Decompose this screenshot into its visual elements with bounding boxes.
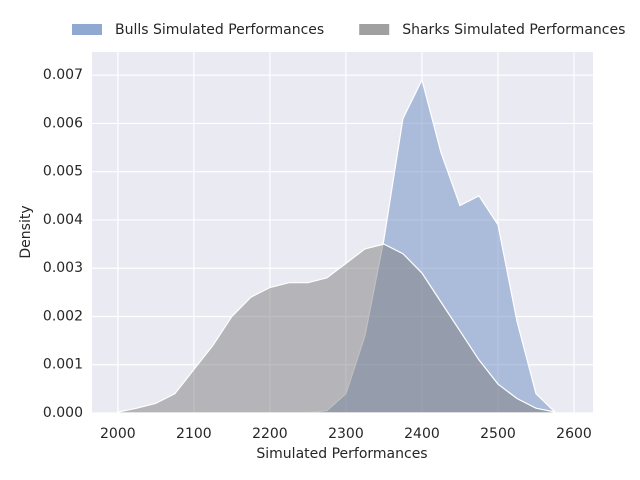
y-tick-label: 0.003 bbox=[43, 260, 83, 276]
legend-label: Bulls Simulated Performances bbox=[115, 22, 324, 38]
legend-label: Sharks Simulated Performances bbox=[402, 22, 625, 38]
x-tick-label: 2200 bbox=[252, 426, 288, 442]
x-tick-label: 2600 bbox=[556, 426, 592, 442]
x-tick-label: 2100 bbox=[176, 426, 212, 442]
x-tick-label: 2400 bbox=[404, 426, 440, 442]
y-tick-label: 0.002 bbox=[43, 308, 83, 324]
y-tick-label: 0.001 bbox=[43, 357, 83, 373]
y-tick-label: 0.006 bbox=[43, 115, 83, 131]
legend-swatch bbox=[359, 24, 390, 35]
x-tick-label: 2300 bbox=[328, 426, 364, 442]
y-tick-label: 0.000 bbox=[43, 405, 83, 421]
y-tick-label: 0.005 bbox=[43, 164, 83, 180]
y-tick-label: 0.007 bbox=[43, 67, 83, 83]
y-axis-label: Density bbox=[18, 205, 34, 258]
x-tick-label: 2000 bbox=[100, 426, 136, 442]
x-axis-label: Simulated Performances bbox=[256, 446, 427, 462]
x-tick-label: 2500 bbox=[480, 426, 516, 442]
density-area bbox=[117, 243, 556, 414]
legend-swatch bbox=[72, 24, 102, 35]
y-tick-label: 0.004 bbox=[43, 212, 83, 228]
